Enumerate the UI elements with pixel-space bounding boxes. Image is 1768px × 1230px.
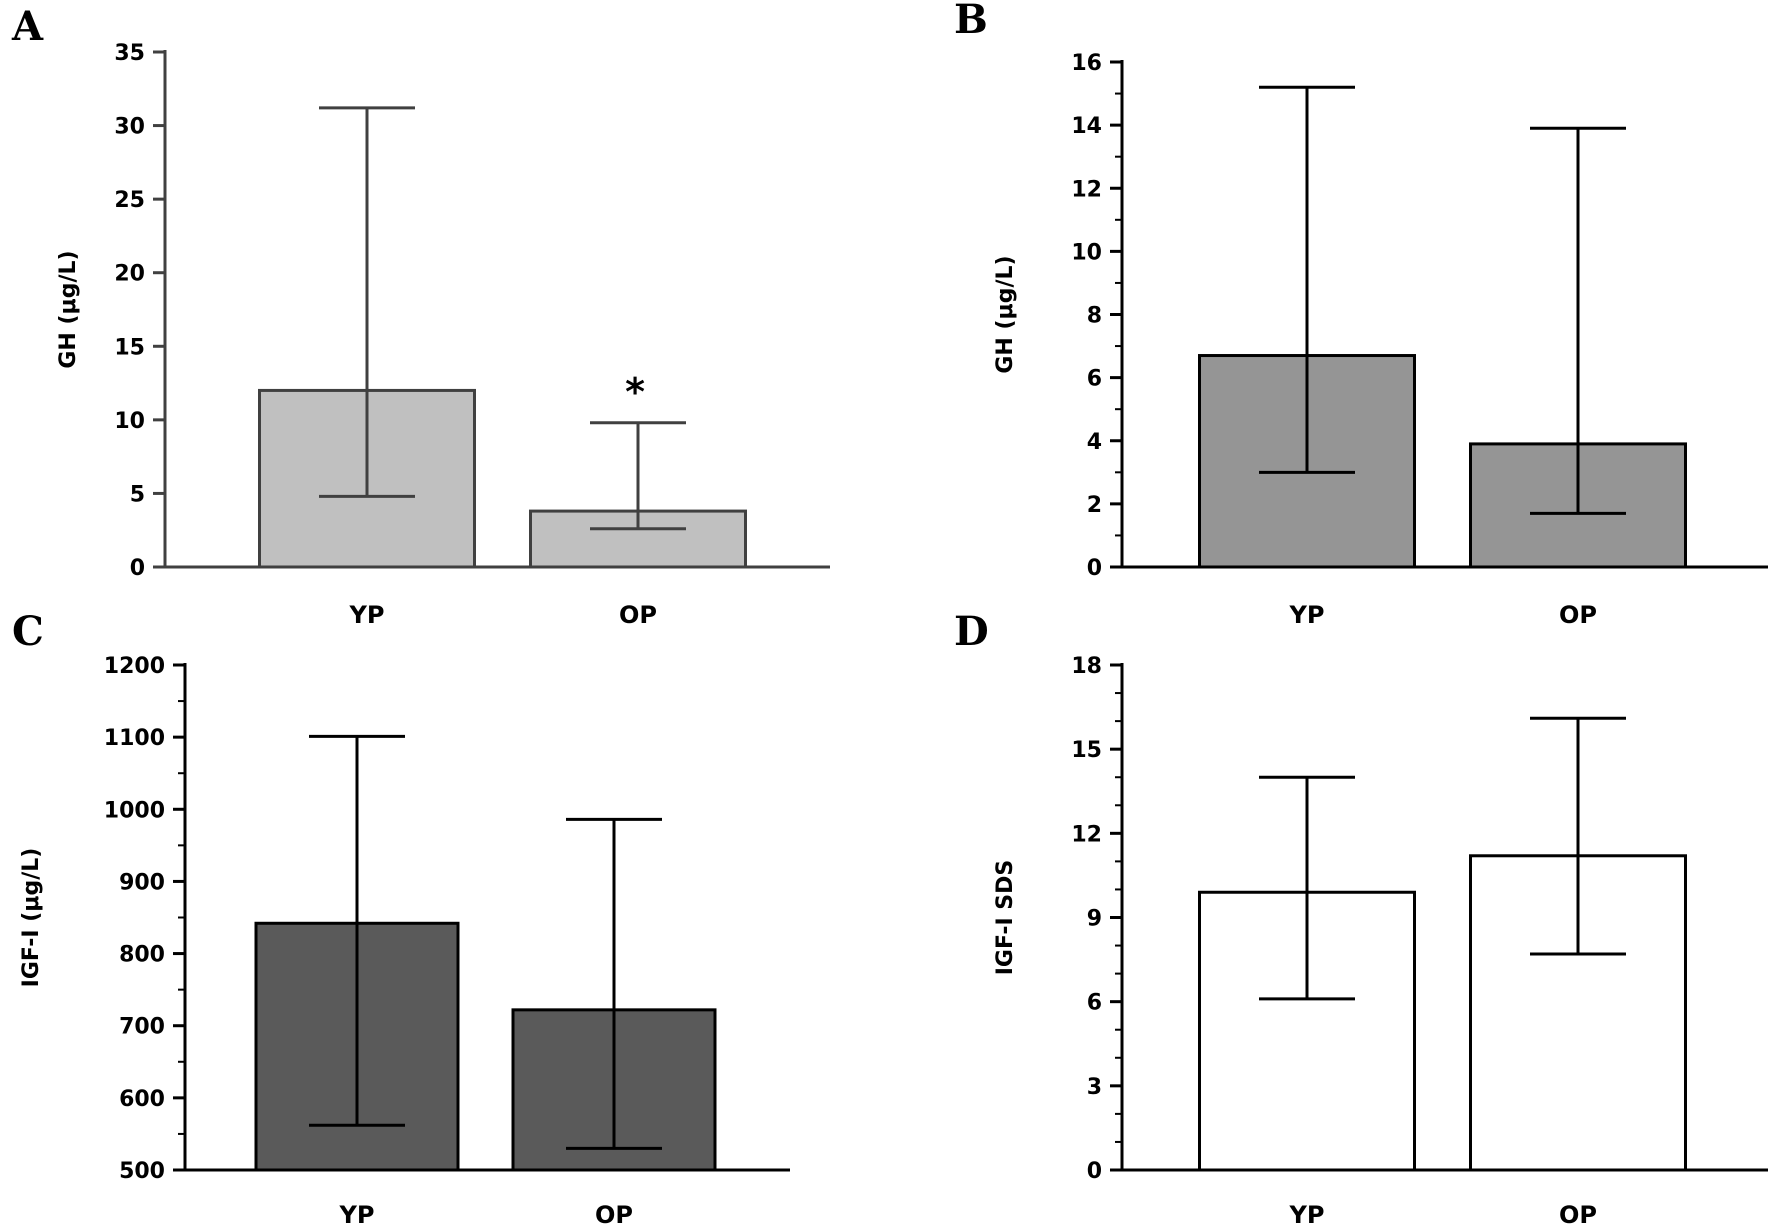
y-tick-label: 20	[114, 262, 145, 287]
x-category-label: OP	[619, 601, 657, 629]
y-tick-label: 4	[1087, 430, 1102, 455]
y-tick-label: 0	[130, 556, 145, 581]
y-tick-label: 18	[1071, 654, 1102, 679]
y-tick-label: 700	[119, 1015, 165, 1040]
y-axis-title: IGF-I SDS	[993, 860, 1018, 976]
y-tick-label: 600	[119, 1087, 165, 1112]
y-tick-label: 0	[1087, 556, 1102, 581]
x-category-label: YP	[339, 1201, 375, 1229]
y-axis-title: GH (μg/L)	[56, 250, 81, 368]
y-tick-label: 500	[119, 1159, 165, 1184]
panel-a: A 0 5 10 15 20 25 30 35 YP OP GH (μg/L) *	[11, 3, 830, 629]
panel-letter: D	[954, 608, 989, 655]
y-tick-label: 1000	[104, 798, 165, 823]
y-tick-label: 12	[1071, 177, 1102, 202]
panel-c: C 500 600 700 800 900 1000 1100 1200 YP OP IGF-I (μ…	[12, 608, 790, 1229]
y-tick-label: 1200	[104, 654, 165, 679]
panel-letter: B	[954, 0, 988, 43]
x-category-label: OP	[1559, 601, 1597, 629]
y-tick-label: 10	[1071, 240, 1102, 265]
x-category-label: OP	[595, 1201, 633, 1229]
x-category-label: OP	[1559, 1201, 1597, 1229]
significance-star: *	[625, 370, 645, 414]
y-tick-label: 15	[114, 335, 145, 360]
panel-b: B 0 2 4 6 8 10 12 14 16 YP OP GH (μg/L)	[954, 0, 1768, 629]
y-tick-label: 1100	[104, 726, 165, 751]
y-tick-label: 3	[1087, 1075, 1102, 1100]
panel-letter: A	[11, 3, 44, 50]
x-category-label: YP	[1289, 601, 1325, 629]
y-tick-label: 6	[1087, 367, 1102, 392]
y-tick-label: 2	[1087, 493, 1102, 518]
y-tick-label: 8	[1087, 304, 1102, 329]
y-tick-label: 9	[1087, 907, 1102, 932]
y-tick-label: 30	[114, 115, 145, 140]
panel-d: D 0 3 6 9 12 15 18 YP OP IGF-I SDS	[954, 608, 1768, 1229]
y-tick-label: 15	[1071, 738, 1102, 763]
y-tick-label: 6	[1087, 991, 1102, 1016]
y-tick-label: 10	[114, 409, 145, 434]
y-tick-label: 35	[114, 41, 145, 66]
y-axis-title: GH (μg/L)	[993, 255, 1018, 373]
y-tick-label: 800	[119, 943, 165, 968]
y-tick-label: 12	[1071, 822, 1102, 847]
y-tick-label: 14	[1071, 114, 1102, 139]
y-tick-label: 16	[1071, 51, 1102, 76]
panel-letter: C	[12, 608, 44, 655]
y-tick-label: 25	[114, 188, 145, 213]
x-category-label: YP	[349, 601, 385, 629]
x-category-label: YP	[1289, 1201, 1325, 1229]
y-tick-label: 0	[1087, 1159, 1102, 1184]
y-tick-label: 900	[119, 870, 165, 895]
y-tick-label: 5	[130, 482, 145, 507]
y-axis-title: IGF-I (μg/L)	[19, 848, 44, 988]
